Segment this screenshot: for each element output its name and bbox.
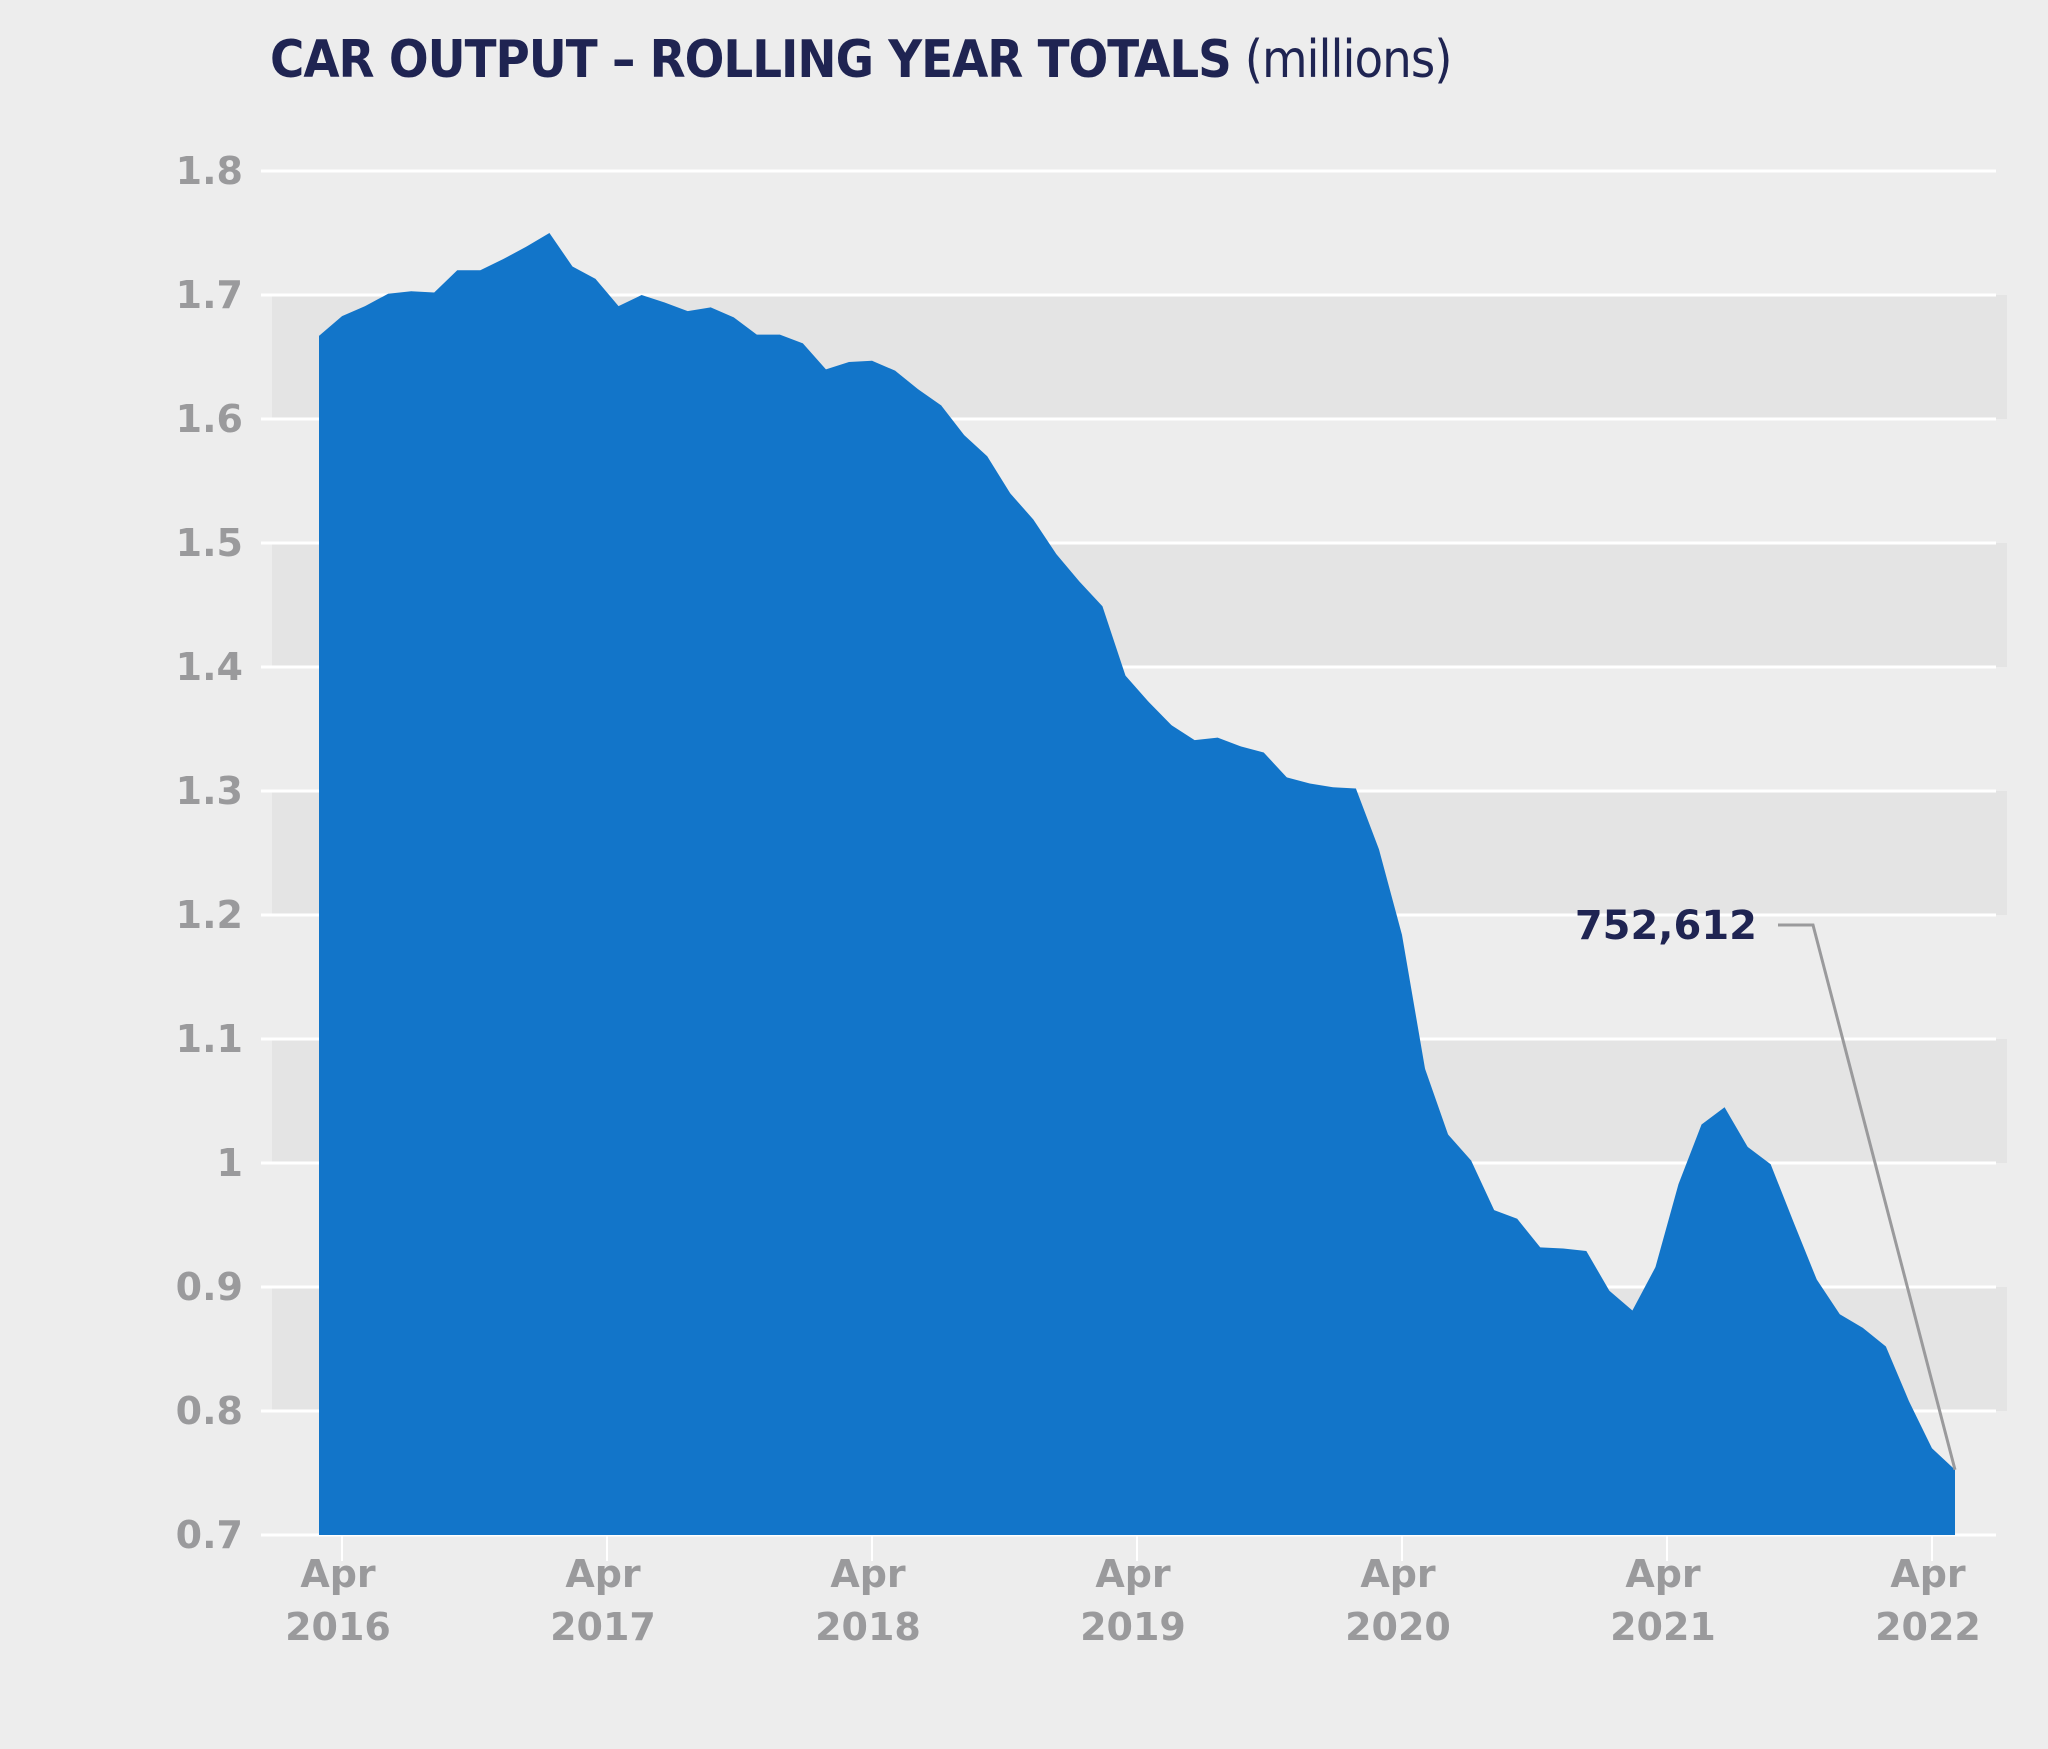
y-tick-label: 1.8: [176, 149, 243, 193]
y-tick-label: 0.8: [176, 1389, 243, 1433]
y-tick-label: 1.7: [176, 273, 243, 317]
title-unit: (millions): [1244, 30, 1453, 90]
y-axis-labels: 1.8 1.7 1.6 1.5 1.4 1.3 1.2 1.1 1 0.9 0.8 0.7: [176, 149, 243, 1557]
x-tick-year: 2019: [1080, 1605, 1186, 1649]
annotation-leader-line: [1778, 923, 1957, 1471]
x-tick-year: 2022: [1875, 1605, 1981, 1649]
y-tick-label: 1.4: [176, 645, 243, 689]
y-tick-label: 1.5: [176, 521, 243, 565]
area-series: [318, 232, 1956, 1535]
area-fill: [319, 233, 1955, 1535]
y-tick-label: 1.6: [176, 397, 243, 441]
title-main: CAR OUTPUT – ROLLING YEAR TOTALS: [270, 30, 1232, 90]
x-tick-year: 2018: [815, 1605, 921, 1649]
y-tick-label: 1.2: [176, 893, 243, 937]
x-axis: Apr 2016 Apr 2017 Apr 2018 Apr 2019 Apr 2020 Apr 20…: [285, 1535, 1981, 1649]
x-tick-year: 2016: [285, 1605, 391, 1649]
y-tick-label: 0.9: [176, 1265, 243, 1309]
y-tick-label: 0.7: [176, 1513, 243, 1557]
annotation: 752,612: [1575, 903, 1957, 1471]
x-tick-month: Apr: [565, 1552, 641, 1596]
x-tick-month: Apr: [300, 1552, 376, 1596]
x-tick-month: Apr: [1890, 1552, 1966, 1596]
x-tick-year: 2021: [1610, 1605, 1716, 1649]
x-tick-year: 2020: [1345, 1605, 1451, 1649]
chart-title: CAR OUTPUT – ROLLING YEAR TOTALS (millio…: [270, 30, 1453, 90]
x-tick-month: Apr: [830, 1552, 906, 1596]
y-tick-label: 1.3: [176, 769, 243, 813]
annotation-label: 752,612: [1575, 903, 1757, 949]
x-tick-month: Apr: [1625, 1552, 1701, 1596]
x-tick-year: 2017: [550, 1605, 656, 1649]
y-tick-label: 1: [217, 1141, 243, 1185]
y-tick-label: 1.1: [176, 1017, 243, 1061]
x-tick-month: Apr: [1360, 1552, 1436, 1596]
x-tick-month: Apr: [1095, 1552, 1171, 1596]
